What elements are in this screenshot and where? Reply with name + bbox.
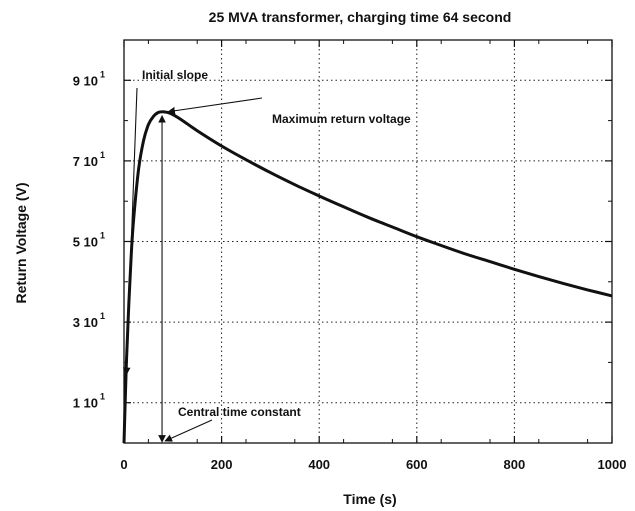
- x-tick-label: 200: [211, 457, 233, 472]
- x-tick-labels: 0 200 400 600 800 1000: [120, 457, 626, 472]
- y-tick-label-exponent: 1: [100, 231, 105, 241]
- central-time-constant-arrow: [164, 419, 213, 442]
- chart-title: 25 MVA transformer, charging time 64 sec…: [209, 9, 512, 25]
- x-tick-label: 800: [504, 457, 526, 472]
- initial-slope-arrow: [122, 87, 138, 376]
- x-tick-label: 0: [120, 457, 127, 472]
- y-tick-labels: 1 10 13 10 15 10 17 10 19 10 1: [73, 69, 105, 410]
- x-tick-label: 600: [406, 457, 428, 472]
- annotation-max-return-voltage: Maximum return voltage: [272, 112, 411, 126]
- return-voltage-curve: [122, 110, 613, 444]
- y-tick-label-exponent: 1: [100, 392, 105, 402]
- y-tick-label-exponent: 1: [100, 150, 105, 160]
- annotation-central-time-constant: Central time constant: [178, 405, 301, 419]
- y-tick-label: 5 10: [73, 235, 98, 250]
- x-tick-label: 1000: [598, 457, 627, 472]
- annotation-initial-slope: Initial slope: [142, 68, 208, 82]
- y-tick-label-exponent: 1: [100, 69, 105, 79]
- x-tick-label: 400: [308, 457, 330, 472]
- max-return-voltage-arrow: [167, 97, 263, 115]
- y-tick-label: 9 10: [73, 73, 98, 88]
- grid-lines: [124, 40, 612, 443]
- y-axis-label: Return Voltage (V): [13, 182, 29, 303]
- y-tick-label: 7 10: [73, 154, 98, 169]
- y-tick-label-exponent: 1: [100, 311, 105, 321]
- y-tick-label: 1 10: [73, 396, 98, 411]
- y-tick-label: 3 10: [73, 315, 98, 330]
- x-axis-label: Time (s): [343, 491, 396, 507]
